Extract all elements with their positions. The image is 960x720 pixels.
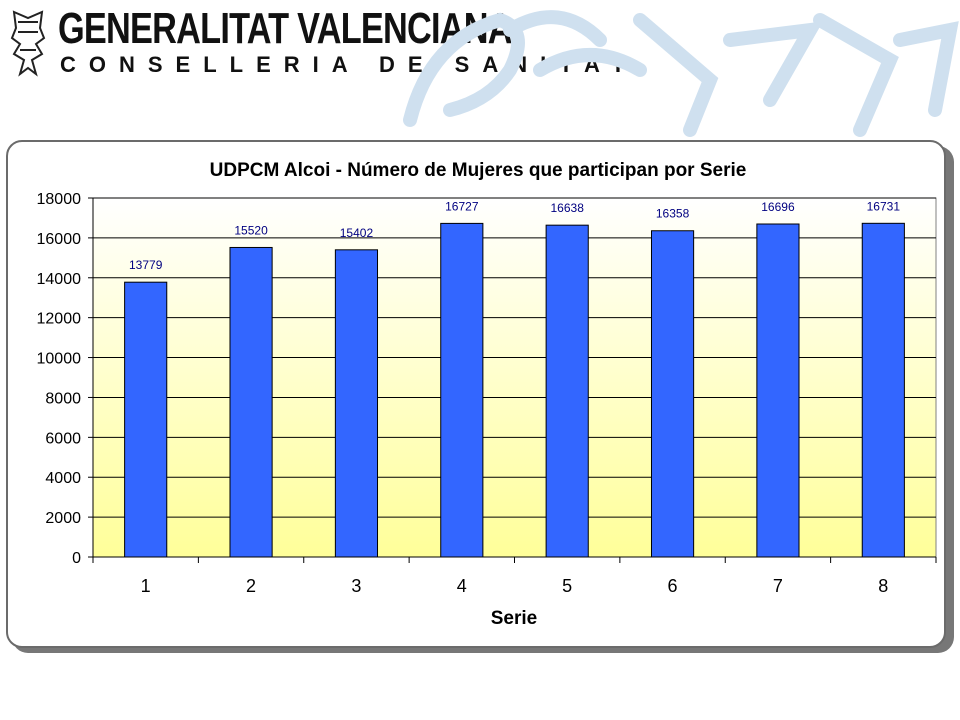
y-tick-label: 6000 [45, 430, 81, 447]
y-axis: 0 2000 4000 6000 8000 10000 12000 14000 16000 180… [37, 191, 94, 567]
y-tick-label: 4000 [45, 470, 81, 487]
bar [334, 249, 379, 558]
y-tick-label: 16000 [37, 231, 82, 248]
x-tick-label: 2 [246, 576, 256, 596]
y-tick-label: 18000 [37, 191, 82, 208]
bar-data-label: 15402 [340, 226, 374, 240]
y-tick-label: 10000 [37, 351, 82, 368]
x-tick-label: 8 [878, 576, 888, 596]
bar [861, 222, 905, 558]
bar [229, 246, 273, 558]
y-tick-label: 14000 [37, 271, 82, 288]
x-tick-label: 7 [773, 576, 783, 596]
chart-title: UDPCM Alcoi - Número de Mujeres que part… [210, 160, 747, 181]
bat-emblem-watermark [403, 10, 959, 137]
bar [124, 281, 168, 558]
bar [650, 230, 695, 558]
x-axis: 1 2 3 4 5 6 7 8 [92, 557, 937, 596]
bar-data-label: 16696 [761, 200, 795, 214]
bar-data-label: 16731 [867, 199, 901, 213]
x-tick-label: 1 [141, 576, 151, 596]
y-tick-label: 2000 [45, 510, 81, 527]
x-tick-label: 4 [457, 576, 467, 596]
bar-data-label: 16638 [551, 201, 585, 215]
bar [440, 222, 484, 558]
bar-data-label: 13779 [129, 258, 163, 272]
y-tick-label: 12000 [37, 311, 82, 328]
header: GENERALITAT VALENCIANA CONSELLERIA DE SA… [0, 0, 960, 137]
x-tick-label: 5 [562, 576, 572, 596]
x-axis-title: Serie [491, 608, 537, 629]
bars: 13779 15520 15402 16727 16638 16358 16696 16731 [124, 199, 905, 558]
bar [756, 223, 800, 558]
y-tick-label: 0 [72, 550, 81, 567]
plot-area [92, 197, 937, 558]
bar [545, 224, 589, 558]
y-tick-label: 8000 [45, 390, 81, 407]
org-name: GENERALITAT VALENCIANA [58, 4, 513, 53]
x-tick-label: 3 [351, 576, 361, 596]
coat-of-arms-icon [10, 10, 46, 77]
bar-data-label: 16727 [445, 199, 479, 213]
bar-data-label: 16358 [656, 207, 690, 221]
bar-data-label: 15520 [234, 223, 268, 237]
x-tick-label: 6 [668, 576, 678, 596]
org-subtitle: CONSELLERIA DE SANITAT [60, 52, 638, 77]
